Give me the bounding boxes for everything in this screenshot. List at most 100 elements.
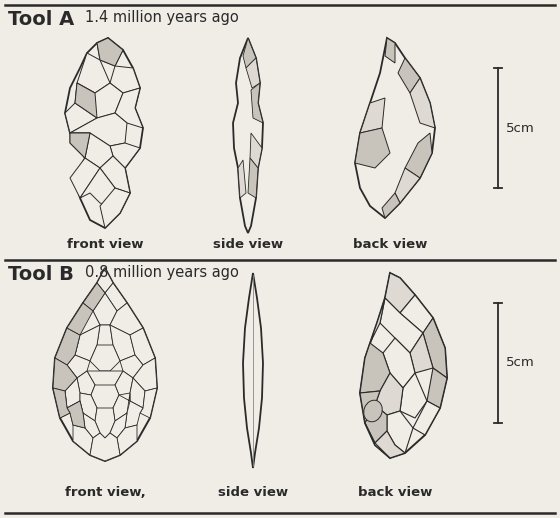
Polygon shape [375, 431, 405, 458]
Polygon shape [395, 168, 420, 203]
Polygon shape [385, 38, 395, 63]
Polygon shape [55, 328, 80, 365]
Polygon shape [105, 283, 127, 311]
Polygon shape [70, 113, 127, 146]
Polygon shape [85, 133, 113, 168]
Polygon shape [70, 133, 90, 158]
Polygon shape [67, 303, 93, 335]
Polygon shape [238, 160, 246, 198]
Polygon shape [251, 83, 263, 123]
Text: front view: front view [67, 238, 143, 251]
Text: 5cm: 5cm [506, 122, 535, 135]
Polygon shape [243, 38, 256, 68]
Text: side view: side view [218, 486, 288, 499]
Polygon shape [93, 293, 117, 325]
Polygon shape [246, 58, 260, 88]
Polygon shape [117, 425, 137, 455]
Polygon shape [133, 358, 157, 391]
Polygon shape [115, 88, 143, 128]
Polygon shape [53, 388, 70, 418]
Polygon shape [53, 388, 70, 418]
Polygon shape [67, 401, 85, 428]
Polygon shape [97, 325, 113, 351]
Text: Tool A: Tool A [8, 10, 74, 29]
Polygon shape [360, 343, 390, 393]
Polygon shape [95, 408, 115, 438]
Polygon shape [83, 283, 105, 311]
Polygon shape [383, 338, 415, 388]
Text: Tool B: Tool B [8, 265, 74, 284]
Polygon shape [67, 355, 90, 378]
Polygon shape [365, 405, 387, 443]
Polygon shape [130, 378, 145, 408]
Polygon shape [427, 368, 447, 408]
Polygon shape [100, 156, 130, 193]
Polygon shape [67, 401, 85, 428]
Polygon shape [110, 143, 140, 168]
Text: back view: back view [358, 486, 432, 499]
Polygon shape [90, 433, 120, 461]
Polygon shape [125, 401, 143, 428]
Polygon shape [243, 273, 263, 468]
Polygon shape [400, 295, 433, 333]
Polygon shape [250, 133, 262, 168]
Polygon shape [410, 333, 433, 373]
Polygon shape [113, 393, 130, 421]
Polygon shape [380, 298, 423, 353]
Polygon shape [83, 283, 105, 311]
Polygon shape [387, 411, 413, 453]
Polygon shape [370, 298, 385, 343]
Polygon shape [110, 66, 140, 93]
Polygon shape [110, 325, 135, 361]
Text: back view: back view [353, 238, 427, 251]
Polygon shape [75, 325, 100, 361]
Polygon shape [100, 188, 130, 228]
Polygon shape [83, 413, 100, 438]
Polygon shape [75, 83, 97, 118]
Polygon shape [120, 355, 143, 378]
Text: front view,: front view, [64, 486, 146, 499]
Polygon shape [365, 423, 390, 458]
Polygon shape [73, 425, 93, 455]
Polygon shape [70, 133, 90, 158]
Polygon shape [115, 371, 133, 395]
Polygon shape [53, 358, 77, 391]
Polygon shape [97, 38, 123, 66]
Text: 0.8 million years ago: 0.8 million years ago [85, 265, 239, 280]
Polygon shape [75, 83, 123, 118]
Polygon shape [385, 273, 415, 313]
Polygon shape [405, 133, 432, 178]
Polygon shape [130, 328, 155, 365]
Polygon shape [90, 345, 120, 371]
Polygon shape [53, 268, 157, 461]
Polygon shape [97, 38, 123, 66]
Polygon shape [355, 128, 390, 168]
Polygon shape [77, 371, 95, 395]
Polygon shape [355, 38, 435, 218]
Polygon shape [400, 373, 427, 418]
Polygon shape [360, 98, 385, 133]
Polygon shape [360, 391, 380, 423]
Polygon shape [413, 401, 440, 435]
Polygon shape [398, 58, 420, 93]
Polygon shape [80, 393, 97, 421]
Polygon shape [91, 385, 119, 411]
Polygon shape [410, 78, 435, 128]
Text: 1.4 million years ago: 1.4 million years ago [85, 10, 239, 25]
Polygon shape [375, 373, 403, 415]
Polygon shape [70, 158, 100, 198]
Polygon shape [140, 388, 157, 418]
Polygon shape [360, 273, 447, 458]
Polygon shape [67, 303, 100, 335]
Polygon shape [423, 318, 447, 378]
Text: 5cm: 5cm [506, 356, 535, 369]
Polygon shape [65, 103, 97, 133]
Polygon shape [97, 268, 113, 293]
Polygon shape [233, 38, 263, 233]
Polygon shape [110, 303, 143, 335]
Text: side view: side view [213, 238, 283, 251]
Polygon shape [382, 193, 400, 218]
Polygon shape [110, 413, 127, 438]
Polygon shape [77, 53, 110, 93]
Ellipse shape [364, 400, 382, 422]
